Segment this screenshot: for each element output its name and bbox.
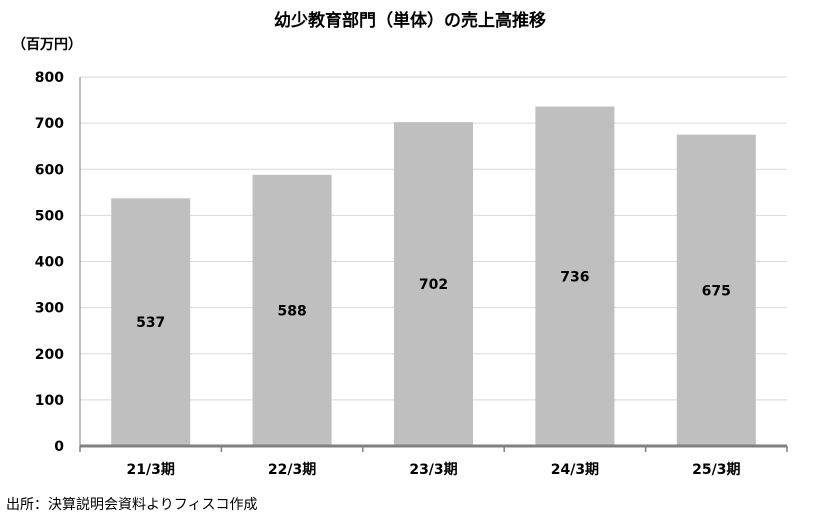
x-tick-label: 22/3期 [268,462,316,478]
bar [394,122,473,446]
bar [111,198,191,446]
y-tick-label: 0 [54,439,64,455]
data-label: 537 [136,315,165,331]
x-tick-label: 24/3期 [551,462,599,478]
source-note: 出所：決算説明会資料よりフィスコ作成 [6,497,258,513]
bar [252,174,332,446]
y-tick-label: 500 [35,208,64,224]
y-axis-unit-label: （百万円） [12,37,82,53]
y-tick-label: 400 [35,255,64,271]
x-tick-label: 21/3期 [127,462,175,478]
chart-title: 幼少教育部門（単体）の売上高推移 [274,11,546,31]
x-tick-label: 25/3期 [692,462,740,478]
y-tick-label: 700 [35,116,64,132]
y-tick-label: 600 [35,162,64,178]
y-tick-label: 200 [35,347,64,363]
x-tick-label: 23/3期 [409,462,457,478]
data-label: 736 [560,269,589,285]
bar [676,134,756,446]
bar [535,106,615,447]
y-tick-label: 800 [35,70,64,86]
data-label: 675 [702,283,731,299]
y-tick-label: 300 [35,301,64,317]
data-label: 588 [277,303,306,319]
y-tick-label: 100 [35,393,64,409]
data-label: 702 [419,277,448,293]
